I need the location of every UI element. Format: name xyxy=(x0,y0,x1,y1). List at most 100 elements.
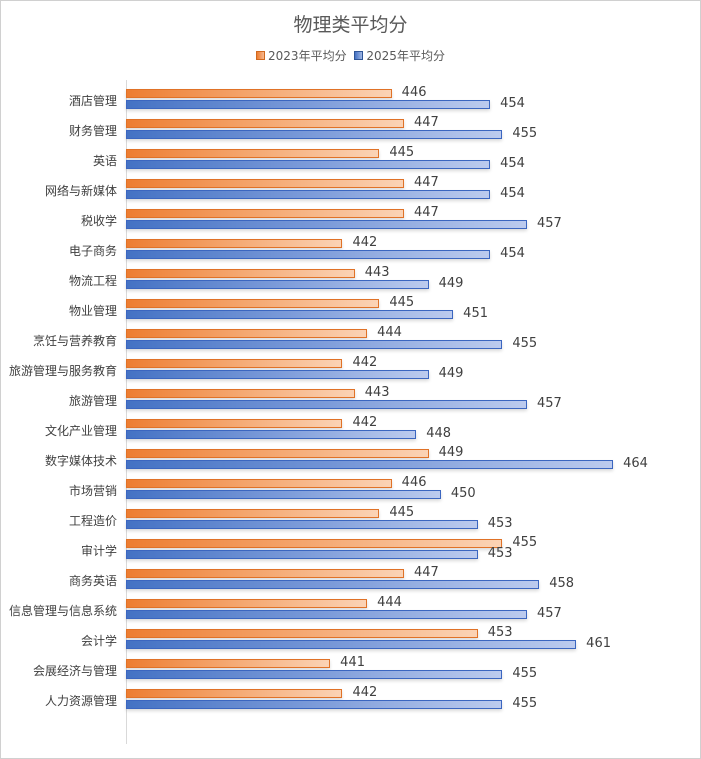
bar-2025[interactable] xyxy=(126,610,527,619)
bar-2025[interactable] xyxy=(126,520,478,529)
data-label-2025: 453 xyxy=(487,516,513,531)
legend-swatch-orange-icon xyxy=(256,51,266,60)
data-label-2023: 446 xyxy=(401,475,427,490)
data-label-2023: 447 xyxy=(413,565,439,580)
bar-2023[interactable] xyxy=(126,389,355,398)
category-row: 会计学 453 461 xyxy=(0,625,701,659)
category-row: 人力资源管理 442 455 xyxy=(0,686,701,719)
data-label-2025: 455 xyxy=(512,336,538,351)
bar-2023[interactable] xyxy=(126,299,380,308)
category-label: 审计学 xyxy=(80,544,117,558)
bar-2023[interactable] xyxy=(126,479,392,488)
category-label: 信息管理与信息系统 xyxy=(8,604,117,618)
category-label: 会展经济与管理 xyxy=(32,664,117,678)
bar-2025[interactable] xyxy=(126,310,454,319)
bar-2025[interactable] xyxy=(126,220,527,229)
data-label-2025: 455 xyxy=(512,696,538,711)
category-label: 数字媒体技术 xyxy=(44,454,117,468)
bar-2025[interactable] xyxy=(126,550,478,559)
data-label-2025: 453 xyxy=(487,546,513,561)
bar-2023[interactable] xyxy=(126,449,429,458)
bar-2025[interactable] xyxy=(126,370,429,379)
bar-2023[interactable] xyxy=(126,119,404,128)
data-label-2025: 448 xyxy=(426,426,452,441)
category-label: 文化产业管理 xyxy=(44,424,117,438)
data-label-2023: 449 xyxy=(438,445,464,460)
data-label-2025: 455 xyxy=(512,126,538,141)
bar-2023[interactable] xyxy=(126,599,368,608)
bar-2023[interactable] xyxy=(126,179,404,188)
data-label-2023: 441 xyxy=(340,655,365,670)
data-label-2025: 457 xyxy=(536,216,562,231)
bar-2025[interactable] xyxy=(126,640,577,649)
bar-2023[interactable] xyxy=(126,629,478,638)
bar-2025[interactable] xyxy=(126,580,540,589)
bar-2023[interactable] xyxy=(126,689,343,698)
category-row: 电子商务 442 454 xyxy=(0,235,701,269)
bar-2023[interactable] xyxy=(126,539,503,548)
bar-2025[interactable] xyxy=(126,700,503,709)
bar-2025[interactable] xyxy=(126,250,491,259)
category-row: 审计学 455 453 xyxy=(0,536,701,569)
category-row: 英语 445 454 xyxy=(0,146,701,179)
bar-2023[interactable] xyxy=(126,329,368,338)
category-label: 电子商务 xyxy=(68,244,117,258)
legend-item-2025[interactable]: 2025年平均分 xyxy=(354,47,445,64)
bar-2025[interactable] xyxy=(126,340,503,349)
data-label-2023: 447 xyxy=(413,115,439,130)
category-row: 税收学 447 457 xyxy=(0,206,701,239)
category-row: 酒店管理 446 454 xyxy=(0,85,701,119)
category-label: 会计学 xyxy=(80,634,117,648)
bar-2025[interactable] xyxy=(126,130,503,139)
category-label: 市场营销 xyxy=(68,484,117,498)
bar-2023[interactable] xyxy=(126,509,380,518)
category-row: 旅游管理与服务教育 442 449 xyxy=(0,355,701,389)
data-label-2023: 444 xyxy=(377,325,402,340)
bar-2023[interactable] xyxy=(126,149,380,158)
category-row: 网络与新媒体 447 454 xyxy=(0,176,701,209)
data-label-2023: 446 xyxy=(401,85,427,100)
legend-item-2023[interactable]: 2023年平均分 xyxy=(256,47,347,64)
bar-2025[interactable] xyxy=(126,100,491,109)
bar-2025[interactable] xyxy=(126,670,503,679)
bar-2025[interactable] xyxy=(126,460,614,469)
category-row: 信息管理与信息系统 444 457 xyxy=(0,596,701,629)
category-row: 物业管理 445 451 xyxy=(0,295,701,329)
bar-2023[interactable] xyxy=(126,359,343,368)
bar-2023[interactable] xyxy=(126,269,355,278)
bar-2025[interactable] xyxy=(126,490,441,499)
bar-2023[interactable] xyxy=(126,659,331,668)
category-row: 工程造价 445 453 xyxy=(0,506,701,539)
data-label-2023: 443 xyxy=(364,265,390,280)
bar-2023[interactable] xyxy=(126,569,404,578)
data-label-2025: 461 xyxy=(586,636,611,651)
data-label-2025: 455 xyxy=(512,666,538,681)
data-label-2025: 457 xyxy=(536,396,562,411)
data-label-2023: 453 xyxy=(487,625,513,640)
legend-swatch-blue-icon xyxy=(354,51,364,60)
bar-2025[interactable] xyxy=(126,160,491,169)
category-row: 商务英语 447 458 xyxy=(0,565,701,599)
data-label-2025: 451 xyxy=(463,306,488,321)
data-label-2025: 454 xyxy=(500,156,525,171)
data-label-2023: 442 xyxy=(352,355,378,370)
data-label-2023: 445 xyxy=(389,295,415,310)
data-label-2025: 449 xyxy=(438,366,464,381)
bar-2023[interactable] xyxy=(126,89,392,98)
legend-label-2023: 2023年平均分 xyxy=(268,49,347,63)
bar-2023[interactable] xyxy=(126,209,404,218)
data-label-2025: 464 xyxy=(623,456,648,471)
category-label: 网络与新媒体 xyxy=(44,184,117,198)
category-label: 商务英语 xyxy=(68,574,117,588)
bar-2025[interactable] xyxy=(126,430,417,439)
category-row: 会展经济与管理 441 455 xyxy=(0,655,701,689)
bar-2025[interactable] xyxy=(126,190,491,199)
legend-label-2025: 2025年平均分 xyxy=(366,49,445,63)
category-label: 税收学 xyxy=(80,214,117,228)
bar-2023[interactable] xyxy=(126,419,343,428)
category-label: 酒店管理 xyxy=(68,94,117,108)
bar-2025[interactable] xyxy=(126,400,527,409)
bar-2023[interactable] xyxy=(126,239,343,248)
data-label-2023: 442 xyxy=(352,235,378,250)
bar-2025[interactable] xyxy=(126,280,429,289)
